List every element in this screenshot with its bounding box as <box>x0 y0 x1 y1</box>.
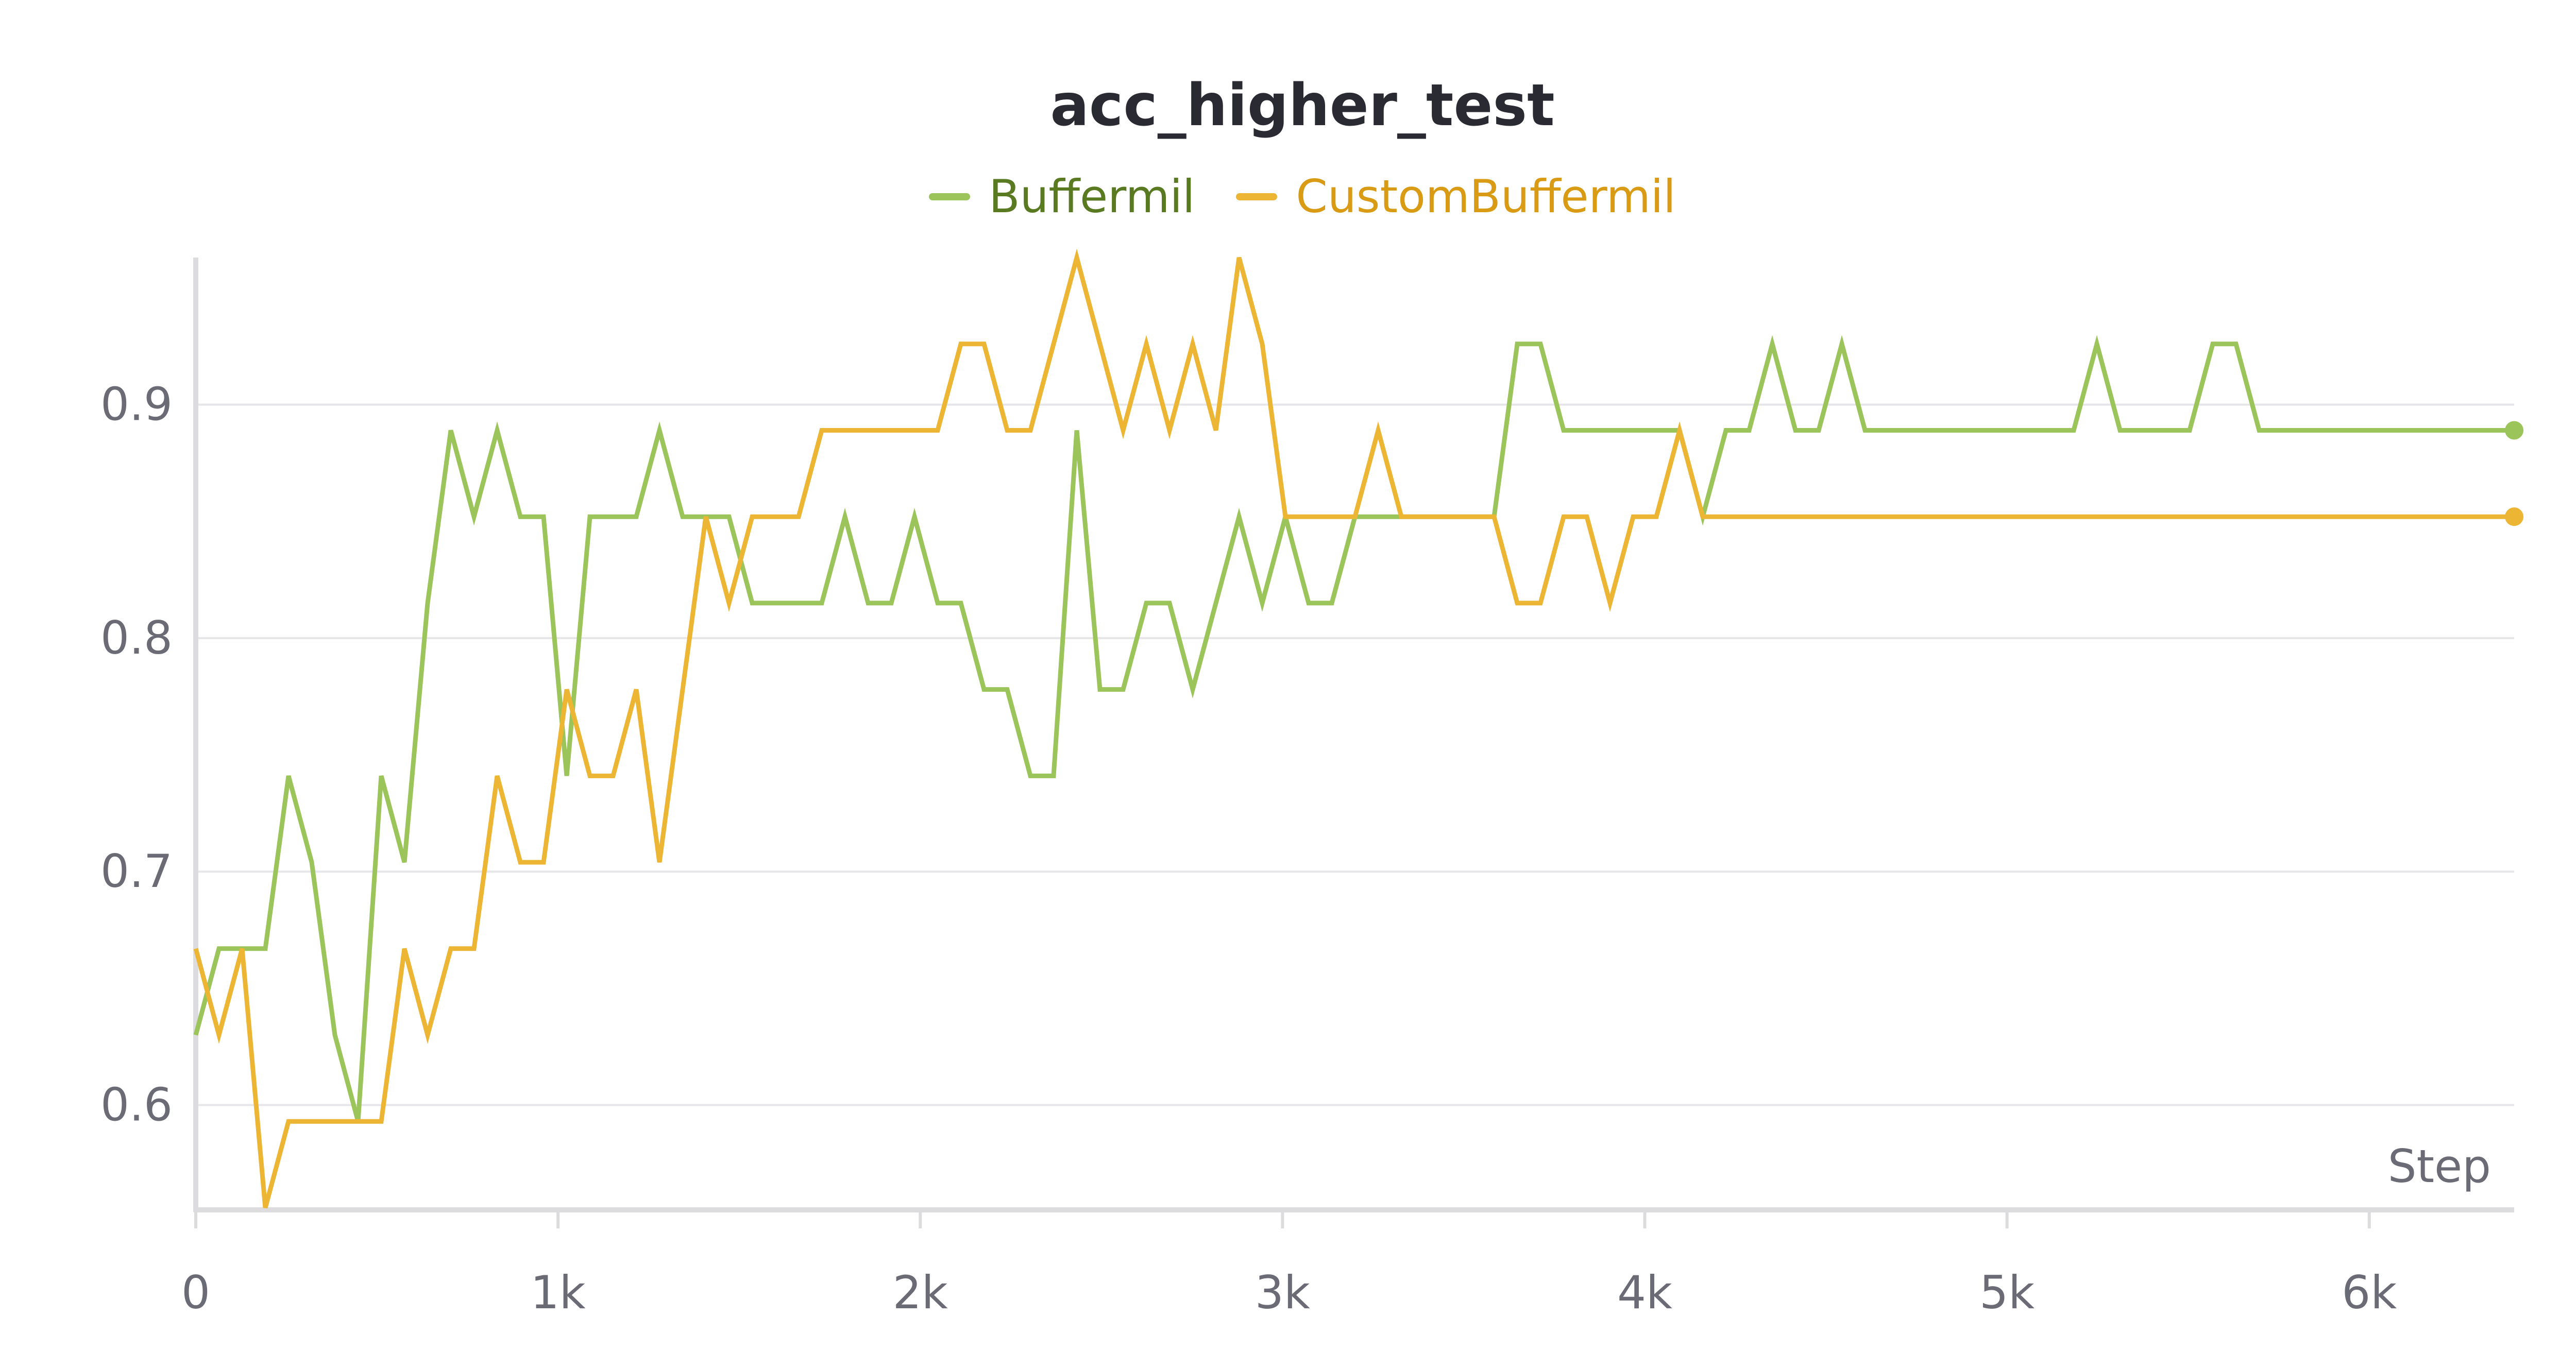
x-tick-label: 4k <box>1617 1266 1672 1319</box>
y-tick-label: 0.9 <box>100 378 173 431</box>
legend-label-custombuffermil: CustomBuffermil <box>1296 170 1676 223</box>
series-end-point-buffermil <box>2505 421 2523 440</box>
legend-swatch-buffermil <box>929 193 971 200</box>
series-line-custombuffermil <box>193 248 2514 1209</box>
legend: Buffermil CustomBuffermil <box>0 170 2576 223</box>
x-tick-label: 1k <box>531 1266 586 1319</box>
series-line-buffermil <box>193 335 2514 1122</box>
legend-item-custombuffermil[interactable]: CustomBuffermil <box>1236 170 1676 223</box>
x-tick-label: 5k <box>1979 1266 2035 1319</box>
series-end-point-custombuffermil <box>2505 507 2523 526</box>
x-tick-label: 3k <box>1255 1266 1310 1319</box>
x-tick-label: 0 <box>181 1266 210 1319</box>
y-tick-label: 0.7 <box>100 845 173 898</box>
y-tick-label: 0.8 <box>100 611 173 664</box>
x-axis-label: Step <box>2388 1140 2491 1193</box>
y-tick-label: 0.6 <box>100 1079 173 1132</box>
x-tick-label: 2k <box>893 1266 948 1319</box>
x-tick-label: 6k <box>2342 1266 2397 1319</box>
legend-item-buffermil[interactable]: Buffermil <box>929 170 1195 223</box>
legend-swatch-custombuffermil <box>1236 193 1278 200</box>
chart-title: acc_higher_test <box>1050 72 1555 139</box>
legend-label-buffermil: Buffermil <box>989 170 1195 223</box>
